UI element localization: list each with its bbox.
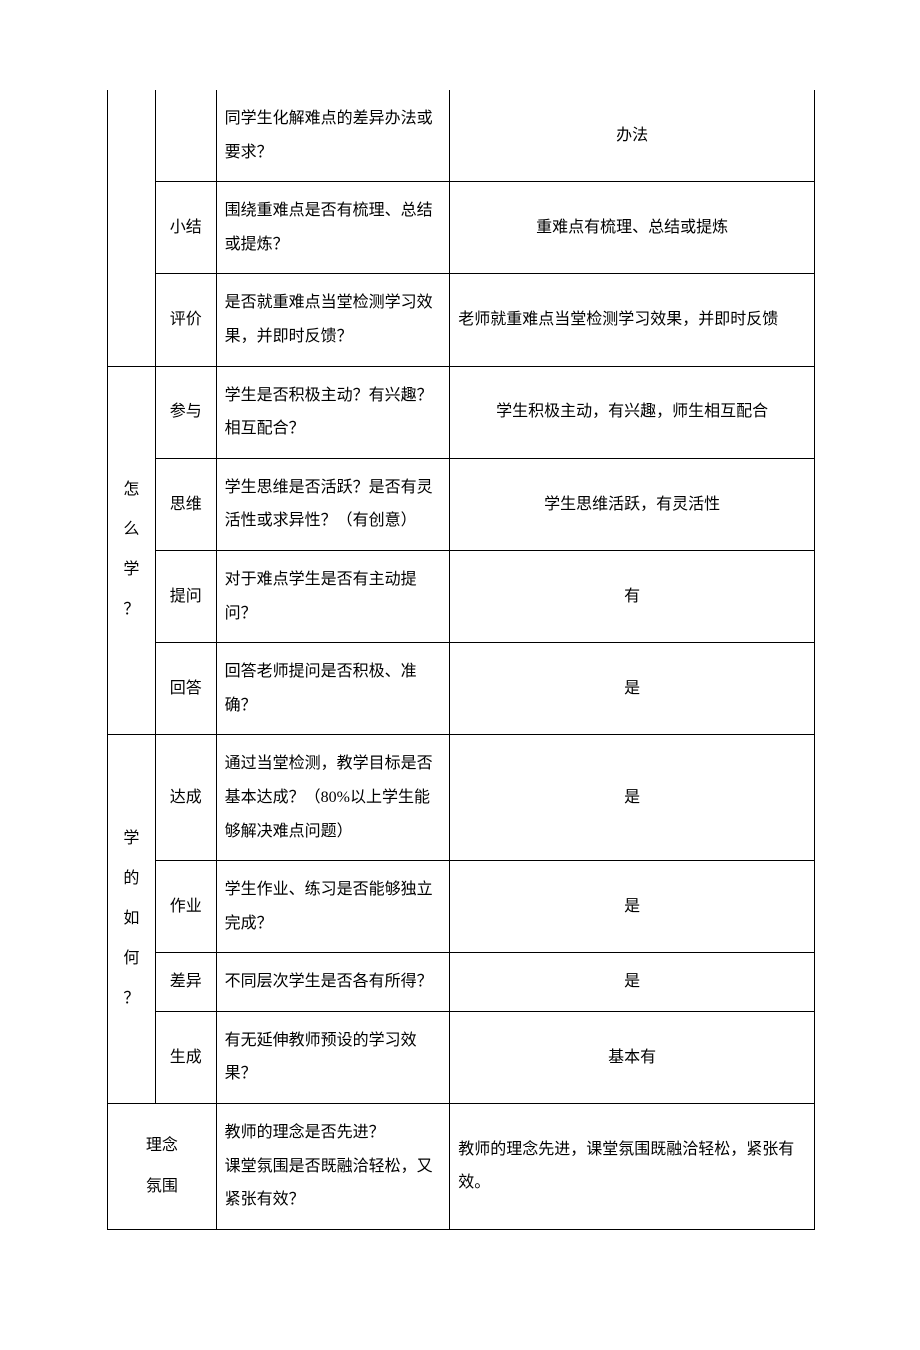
question-cell: 对于难点学生是否有主动提问？	[216, 550, 450, 642]
observation-cell: 是	[450, 643, 815, 735]
observation-cell: 学生积极主动，有兴趣，师生相互配合	[450, 366, 815, 458]
merged-sub-label: 理念	[146, 1137, 178, 1154]
observation-cell: 是	[450, 735, 815, 861]
sub-cell: 回答	[155, 643, 216, 735]
observation-cell: 基本有	[450, 1011, 815, 1103]
sub-cell: 差异	[155, 953, 216, 1012]
sub-cell	[155, 90, 216, 182]
question-cell: 教师的理念是否先进？ 课堂氛围是否既融洽轻松，又紧张有效？	[216, 1104, 450, 1230]
table-row: 评价 是否就重难点当堂检测学习效果，并即时反馈？ 老师就重难点当堂检测学习效果，…	[108, 274, 815, 366]
observation-cell: 老师就重难点当堂检测学习效果，并即时反馈	[450, 274, 815, 366]
merged-sub-label: 氛围	[146, 1178, 178, 1195]
question-cell: 学生是否积极主动？有兴趣？相互配合？	[216, 366, 450, 458]
question-cell: 回答老师提问是否积极、准确？	[216, 643, 450, 735]
question-cell: 同学生化解难点的差异办法或要求？	[216, 90, 450, 182]
observation-cell: 是	[450, 953, 815, 1012]
question-text: 教师的理念是否先进？	[225, 1116, 442, 1150]
sub-cell: 参与	[155, 366, 216, 458]
question-cell: 有无延伸教师预设的学习效果？	[216, 1011, 450, 1103]
category-cell: 学的如何？	[108, 735, 156, 1104]
table-row: 回答 回答老师提问是否积极、准确？ 是	[108, 643, 815, 735]
question-cell: 不同层次学生是否各有所得？	[216, 953, 450, 1012]
table-row: 怎么学？ 参与 学生是否积极主动？有兴趣？相互配合？ 学生积极主动，有兴趣，师生…	[108, 366, 815, 458]
table-row: 生成 有无延伸教师预设的学习效果？ 基本有	[108, 1011, 815, 1103]
table-row: 作业 学生作业、练习是否能够独立完成？ 是	[108, 861, 815, 953]
question-cell: 学生思维是否活跃？是否有灵活性或求异性？（有创意）	[216, 458, 450, 550]
sub-cell: 作业	[155, 861, 216, 953]
observation-cell: 有	[450, 550, 815, 642]
sub-cell: 达成	[155, 735, 216, 861]
question-cell: 学生作业、练习是否能够独立完成？	[216, 861, 450, 953]
sub-cell: 小结	[155, 182, 216, 274]
observation-cell: 学生思维活跃，有灵活性	[450, 458, 815, 550]
observation-cell: 教师的理念先进，课堂氛围既融洽轻松，紧张有效。	[450, 1104, 815, 1230]
sub-cell: 思维	[155, 458, 216, 550]
table-row: 思维 学生思维是否活跃？是否有灵活性或求异性？（有创意） 学生思维活跃，有灵活性	[108, 458, 815, 550]
category-cell	[108, 90, 156, 366]
observation-cell: 重难点有梳理、总结或提炼	[450, 182, 815, 274]
question-cell: 通过当堂检测，教学目标是否基本达成？（80%以上学生能够解决难点问题）	[216, 735, 450, 861]
sub-cell: 提问	[155, 550, 216, 642]
category-cell: 怎么学？	[108, 366, 156, 735]
merged-sub-cell: 理念 氛围	[108, 1104, 217, 1230]
sub-cell: 生成	[155, 1011, 216, 1103]
evaluation-table: 同学生化解难点的差异办法或要求？ 办法 小结 围绕重难点是否有梳理、总结或提炼？…	[107, 90, 815, 1230]
sub-cell: 评价	[155, 274, 216, 366]
category-label: 学的如何？	[112, 819, 151, 1019]
table-row: 提问 对于难点学生是否有主动提问？ 有	[108, 550, 815, 642]
table-row: 同学生化解难点的差异办法或要求？ 办法	[108, 90, 815, 182]
observation-cell: 办法	[450, 90, 815, 182]
observation-cell: 是	[450, 861, 815, 953]
table-row: 学的如何？ 达成 通过当堂检测，教学目标是否基本达成？（80%以上学生能够解决难…	[108, 735, 815, 861]
table-row: 理念 氛围 教师的理念是否先进？ 课堂氛围是否既融洽轻松，又紧张有效？ 教师的理…	[108, 1104, 815, 1230]
question-cell: 是否就重难点当堂检测学习效果，并即时反馈？	[216, 274, 450, 366]
question-cell: 围绕重难点是否有梳理、总结或提炼？	[216, 182, 450, 274]
table-row: 差异 不同层次学生是否各有所得？ 是	[108, 953, 815, 1012]
question-text: 课堂氛围是否既融洽轻松，又紧张有效？	[225, 1150, 442, 1217]
table-row: 小结 围绕重难点是否有梳理、总结或提炼？ 重难点有梳理、总结或提炼	[108, 182, 815, 274]
category-label: 怎么学？	[112, 470, 151, 630]
